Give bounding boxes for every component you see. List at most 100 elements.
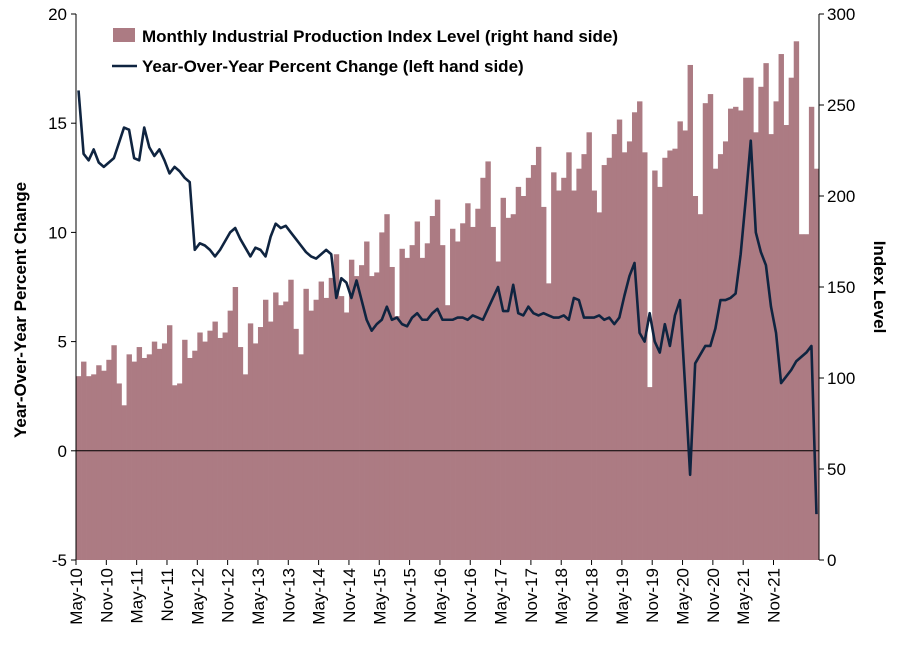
right-axis-ticks: 0 50 100 150 200 250 300 — [819, 5, 855, 570]
bar — [763, 63, 769, 560]
bar — [222, 332, 228, 560]
bar — [273, 292, 279, 560]
bar — [333, 254, 340, 561]
bar — [247, 323, 254, 560]
bar — [212, 321, 218, 560]
bar — [631, 112, 638, 560]
bar — [546, 283, 552, 560]
bar — [510, 214, 517, 560]
x-tick-label: May-14 — [310, 568, 329, 625]
bar — [591, 190, 597, 561]
x-tick-label: Nov-19 — [643, 568, 662, 623]
x-tick-label: Nov-20 — [704, 568, 723, 623]
right-tick-label: 250 — [827, 96, 855, 115]
bar — [662, 157, 668, 560]
bar — [338, 296, 345, 560]
left-tick-label: 20 — [48, 5, 67, 24]
bar — [530, 165, 537, 560]
bar — [642, 152, 648, 560]
bar — [728, 108, 734, 560]
bar — [313, 299, 319, 560]
left-tick-label: 15 — [48, 114, 67, 133]
bar — [621, 152, 628, 560]
bar — [707, 94, 714, 560]
bar — [308, 310, 314, 560]
bar — [500, 197, 506, 560]
bar — [197, 332, 203, 560]
bar — [682, 130, 688, 561]
bar — [96, 365, 102, 560]
x-tick-label: Nov-12 — [219, 568, 238, 623]
x-tick-label: May-11 — [128, 568, 147, 623]
bar — [515, 186, 522, 560]
bar — [793, 41, 800, 561]
bar — [439, 245, 446, 560]
bar — [551, 172, 557, 560]
x-tick-label: May-13 — [249, 568, 268, 625]
x-tick-label: May-17 — [492, 568, 511, 625]
bar — [561, 177, 567, 561]
right-tick-label: 0 — [827, 551, 836, 570]
bar — [455, 241, 461, 560]
bar — [293, 328, 299, 560]
bar — [263, 299, 269, 560]
bar — [712, 168, 719, 560]
bar — [697, 214, 704, 560]
x-tick-label: Nov-21 — [765, 568, 784, 623]
left-axis-ticks: -5 0 5 10 15 20 — [48, 5, 76, 570]
bar — [76, 376, 82, 560]
x-tick-label: Nov-18 — [583, 568, 602, 623]
bar — [394, 316, 400, 560]
bar — [298, 354, 304, 560]
bar — [753, 132, 759, 561]
bar — [778, 54, 784, 560]
bar — [803, 234, 810, 560]
bar — [424, 243, 431, 560]
x-tick-label: May-18 — [552, 568, 571, 625]
bar — [414, 221, 421, 561]
bar — [652, 170, 658, 560]
bar — [667, 150, 673, 560]
bar — [353, 276, 360, 560]
left-tick-label: 10 — [48, 223, 67, 242]
right-tick-label: 200 — [827, 187, 855, 206]
bar — [86, 376, 92, 560]
bar — [535, 146, 542, 561]
left-tick-label: 5 — [58, 333, 67, 352]
bar — [116, 383, 122, 560]
bar — [672, 148, 678, 560]
bar — [207, 330, 213, 560]
x-tick-label: May-20 — [674, 568, 693, 625]
bar — [738, 110, 744, 561]
right-tick-label: 100 — [827, 369, 855, 388]
x-tick-label: Nov-14 — [340, 568, 359, 623]
bar — [722, 141, 729, 560]
bar — [364, 241, 370, 560]
bar — [242, 374, 249, 560]
bar — [111, 345, 117, 560]
bar — [611, 134, 618, 560]
bar — [596, 212, 603, 560]
bar — [131, 361, 137, 560]
bar — [470, 226, 476, 560]
bar — [813, 168, 820, 560]
bar — [601, 165, 608, 560]
x-tick-label: Nov-13 — [279, 568, 298, 623]
bar — [404, 257, 410, 560]
bar — [576, 168, 582, 560]
bar — [581, 154, 587, 560]
bar-series — [76, 41, 820, 561]
bar — [369, 276, 375, 560]
bar — [450, 228, 456, 560]
x-tick-label: Nov-10 — [97, 568, 116, 623]
bar — [106, 359, 112, 560]
bar — [434, 199, 441, 560]
x-tick-label: Nov-17 — [522, 568, 541, 623]
x-axis-ticks: May-10 Nov-10 May-11 Nov-11 May-12 Nov-12 May-… — [67, 560, 784, 625]
bar — [743, 77, 749, 560]
bar — [146, 354, 153, 560]
bar — [177, 383, 183, 560]
x-tick-label: Nov-16 — [461, 568, 480, 623]
legend-line-label: Year-Over-Year Percent Change (left hand… — [142, 57, 524, 76]
bar — [495, 261, 501, 560]
